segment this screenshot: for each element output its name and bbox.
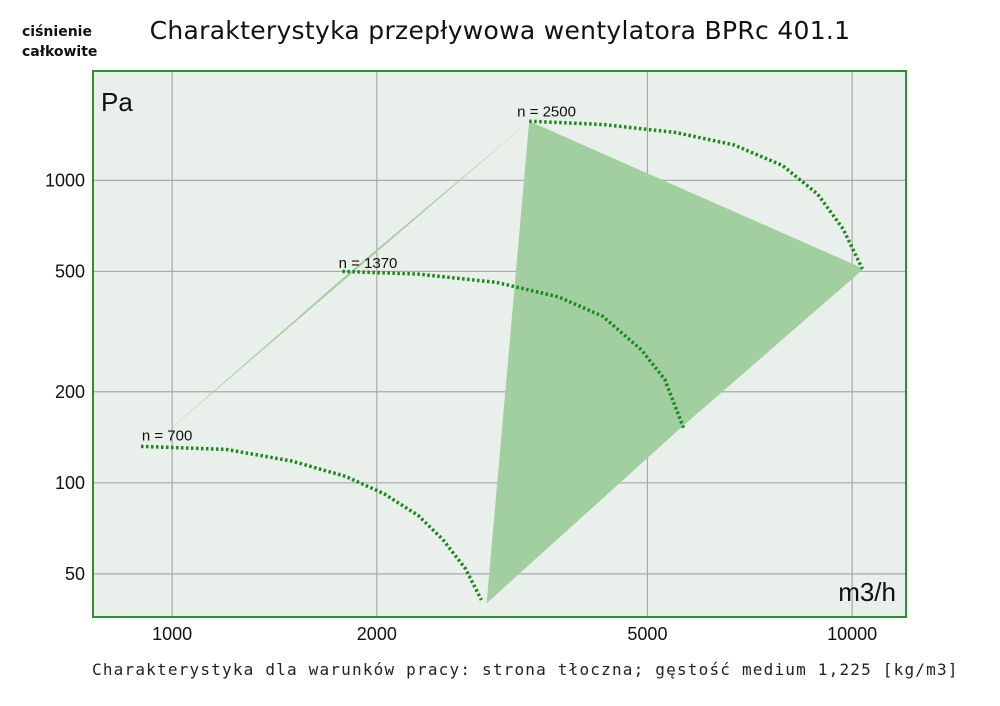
x-tick-label-10000: 10000	[827, 624, 877, 644]
x-unit-label: m3/h	[838, 577, 896, 607]
y-tick-label-50: 50	[65, 564, 85, 584]
x-tick-label-5000: 5000	[627, 624, 667, 644]
y-axis-title-line-1: ciśnienie	[22, 24, 92, 40]
x-tick-labels: 1000 2000 5000 10000	[152, 624, 877, 644]
y-tick-label-1000: 1000	[45, 170, 85, 190]
curve-label-1370: n = 1370	[339, 255, 398, 272]
y-tick-labels: 50 100 200 500 1000	[45, 170, 85, 583]
plot-border	[92, 70, 907, 618]
y-axis-title: ciśnienie całkowite	[22, 22, 97, 62]
operating-region	[153, 121, 864, 604]
operating-conditions-note: Charakterystyka dla warunków pracy: stro…	[92, 660, 959, 679]
chart-title: Charakterystyka przepływowa wentylatora …	[149, 16, 851, 45]
y-tick-label-100: 100	[55, 473, 85, 493]
x-tick-label-1000: 1000	[152, 624, 192, 644]
curve-700	[140, 444, 483, 601]
fan-speed-curves: n = 700 n = 1370 n = 2500	[140, 104, 864, 601]
y-axis-title-line-2: całkowite	[22, 44, 98, 60]
curve-label-2500: n = 2500	[517, 104, 576, 121]
x-tick-label-2000: 2000	[357, 624, 397, 644]
curve-2500	[529, 119, 864, 270]
y-unit-label: Pa	[101, 87, 133, 117]
curve-label-700: n = 700	[142, 427, 192, 444]
y-tick-label-200: 200	[55, 382, 85, 402]
y-tick-label-500: 500	[55, 261, 85, 281]
